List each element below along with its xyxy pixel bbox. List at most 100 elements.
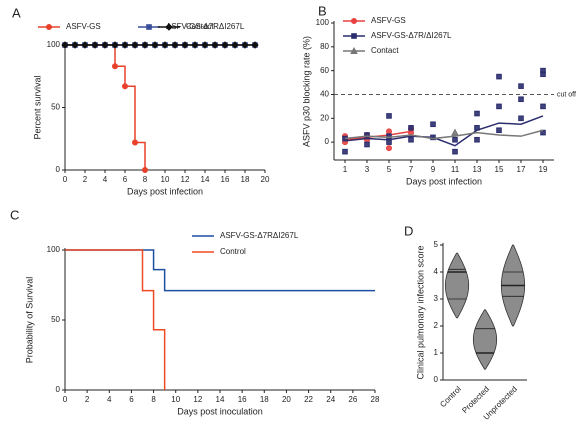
x-tick-label: 18 [260,395,269,404]
legend-label: ASFV-GS [371,16,406,25]
x-tick-label: 28 [371,395,380,404]
series-line [344,129,544,140]
x-tick-label: 26 [348,395,357,404]
y-tick-label: 50 [51,103,60,112]
x-tick-label: 1 [343,165,348,174]
x-tick-label: 14 [201,175,210,184]
marker [496,73,502,80]
x-tick-label: 2 [83,175,88,184]
marker [165,23,173,31]
x-tick-label: 19 [539,165,548,174]
marker [81,41,89,49]
marker [342,148,348,155]
y-tick-label: 80 [320,42,329,51]
marker [518,96,524,103]
legend-label: Contact [371,46,399,55]
marker [350,46,358,54]
x-tick-label: 10 [161,175,170,184]
marker [132,139,138,146]
marker [474,136,480,143]
marker [386,145,392,152]
marker [231,41,239,49]
x-tick-label: 12 [193,395,202,404]
marker [351,33,357,39]
marker [151,41,159,49]
marker [408,136,414,143]
marker [241,41,249,49]
x-tick-label: 6 [123,175,128,184]
legend-label: ASFV-GS-Δ7RΔI267L [220,231,299,240]
y-axis-title: Percent survival [32,75,42,139]
x-tick-label: 10 [171,395,180,404]
marker [452,148,458,155]
marker [142,167,148,173]
x-axis-title: Days post infection [406,176,482,186]
x-tick-label: 24 [326,395,335,404]
y-tick-label: 20 [320,113,329,122]
marker [121,41,129,49]
x-tick-label: 3 [365,165,370,174]
x-axis-title: Days post infection [127,186,203,196]
legend-label: ASFV-GS-Δ7R/ΔI267L [371,31,452,40]
marker [46,24,52,30]
x-tick-label: 4 [107,395,112,404]
x-tick-label: 22 [304,395,313,404]
marker [111,41,119,49]
violin [444,252,470,319]
marker [146,24,152,30]
marker [364,141,370,148]
x-tick-label: 6 [129,395,134,404]
x-tick-label: 15 [495,165,504,174]
y-tick-label: 100 [47,40,61,49]
x-tick-label: 11 [451,165,460,174]
panel-label: B [318,3,327,18]
x-tick-label: 0 [63,175,68,184]
y-axis-title: ASFV p30 blocking rate (%) [301,36,311,147]
x-tick-label: 8 [143,175,148,184]
y-tick-label: 1 [434,348,439,357]
legend-label: Control [220,247,246,256]
y-tick-label: 0 [325,137,330,146]
y-tick-label: 100 [316,18,330,27]
x-tick-label: 17 [517,165,526,174]
legend-label: ASFV-GS [66,22,101,31]
panel-label: D [404,223,413,238]
marker [518,83,524,89]
marker [496,103,502,110]
y-tick-label: 60 [320,66,329,75]
x-tick-label: 4 [103,175,108,184]
marker [71,41,79,49]
marker [141,41,149,49]
x-tick-label: 16 [221,175,230,184]
marker [91,41,99,49]
marker [161,41,169,49]
marker [351,18,357,24]
marker [364,132,370,138]
marker [451,128,459,136]
marker [496,127,502,134]
series-line [65,249,166,390]
y-tick-label: 50 [51,315,60,324]
marker [408,125,414,131]
marker [386,139,392,145]
marker [386,128,392,135]
marker [112,63,118,70]
marker [540,103,546,110]
marker [221,41,229,49]
marker [430,121,436,128]
marker [181,41,189,49]
marker [131,41,139,49]
x-tick-label: 13 [473,165,482,174]
y-tick-label: 5 [434,240,439,249]
marker [452,136,458,143]
y-tick-label: 100 [47,245,61,254]
violin [472,309,498,370]
y-tick-label: 3 [434,294,439,303]
legend-label: ASFV-GS-Δ7RΔI267L [166,22,245,31]
panel-label: C [10,207,19,222]
x-tick-label: 2 [85,395,90,404]
series-line [65,44,146,170]
x-tick-label: 5 [387,165,392,174]
y-axis-title: Probability of Survival [24,277,34,364]
marker [61,41,69,49]
